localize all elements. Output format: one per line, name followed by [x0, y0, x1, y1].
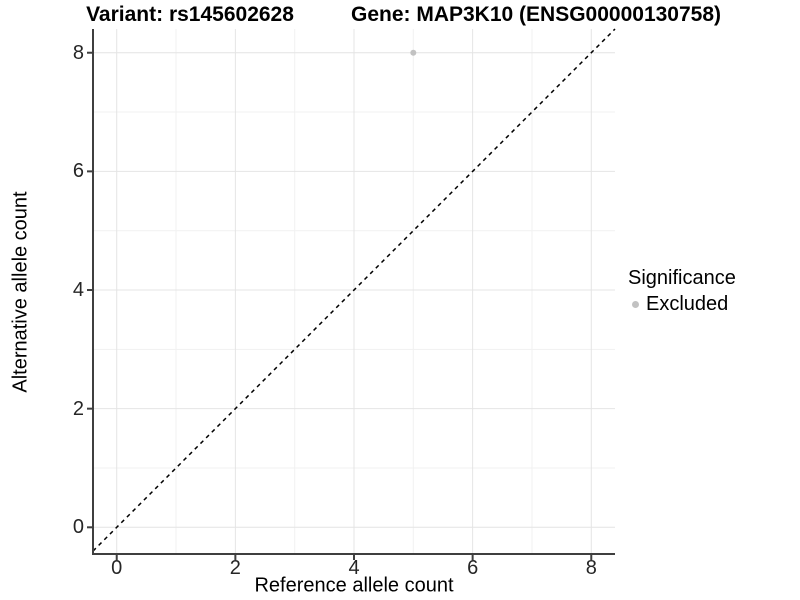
- y-tick-label: 2: [72, 397, 84, 420]
- data-point: [410, 49, 417, 56]
- x-tick-label: 2: [229, 557, 241, 579]
- legend-title: Significance: [628, 267, 736, 289]
- identity-line: [92, 28, 616, 552]
- y-tick-label: 6: [72, 160, 84, 183]
- x-tick-label: 4: [348, 557, 360, 579]
- legend-entry-label: Excluded: [646, 293, 729, 315]
- legend-entry-excluded: Excluded: [628, 292, 736, 316]
- x-tick-label: 8: [585, 557, 597, 579]
- legend: Significance Excluded: [628, 266, 736, 316]
- x-tick-label: 6: [467, 557, 479, 579]
- variant-title: Variant: rs145602628: [86, 3, 294, 26]
- x-tick-label: 0: [111, 557, 123, 579]
- x-axis-title: Reference allele count: [254, 574, 454, 597]
- gene-title: Gene: MAP3K10 (ENSG00000130758): [350, 3, 722, 26]
- y-tick-label: 8: [72, 41, 84, 64]
- y-tick-label: 0: [72, 516, 84, 539]
- y-axis-title: Alternative allele count: [9, 191, 32, 393]
- legend-point-swatch: [632, 300, 639, 308]
- y-tick-label: 4: [72, 279, 84, 302]
